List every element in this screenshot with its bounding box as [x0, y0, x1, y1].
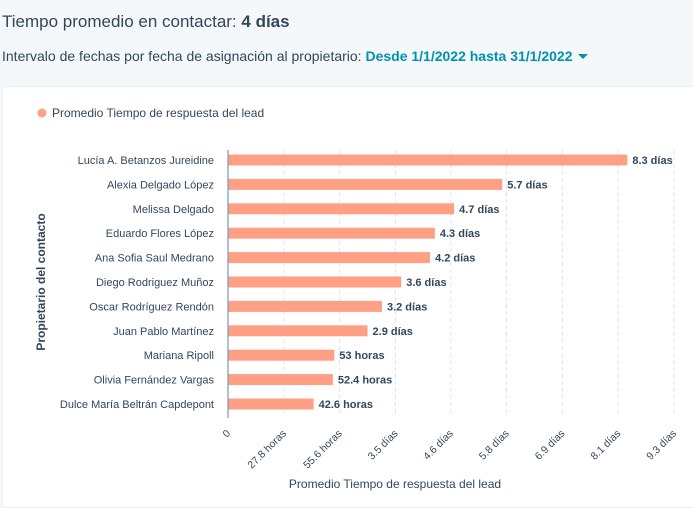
legend-label: Promedio Tiempo de respuesta del lead	[52, 106, 264, 120]
value-label: 52.4 horas	[338, 375, 392, 387]
x-tick-label: 6.9 días	[533, 428, 568, 463]
y-axis-title: Propietario del contacto	[34, 213, 48, 350]
date-range-label: Intervalo de fechas por fecha de asignac…	[2, 48, 366, 64]
value-label: 3.6 días	[406, 277, 446, 289]
bars	[228, 154, 628, 410]
bar[interactable]	[228, 203, 455, 215]
legend-marker	[37, 108, 47, 118]
value-label: 3.2 días	[387, 301, 427, 313]
category-label: Alexia Delgado López	[107, 179, 214, 191]
x-tick-label: 27.8 horas	[245, 428, 289, 472]
caret-down-icon	[577, 53, 588, 59]
category-label: Diego Rodriguez Muñoz	[96, 277, 214, 289]
date-range-dropdown[interactable]: Desde 1/1/2022 hasta 31/1/2022	[365, 48, 588, 64]
value-label: 53 horas	[339, 350, 384, 362]
category-label: Olivia Fernández Vargas	[94, 375, 215, 387]
category-label: Mariana Ripoll	[144, 350, 214, 362]
value-label: 2.9 días	[373, 326, 413, 338]
value-label: 4.3 días	[440, 228, 480, 240]
bar[interactable]	[228, 300, 382, 312]
category-label: Dulce María Beltrán Capdepont	[60, 399, 214, 411]
x-tick-label: 0	[221, 428, 234, 441]
x-tick-label: 9.3 días	[644, 428, 679, 463]
x-tick-label: 4.6 días	[421, 428, 456, 463]
category-label: Oscar Rodríguez Rendón	[89, 301, 214, 313]
value-label: 8.3 días	[632, 155, 672, 167]
category-labels: Lucía A. Betanzos Jureidine Alexia Delgad…	[60, 155, 215, 411]
x-tick-label: 8.1 días	[588, 428, 623, 463]
value-label: 4.2 días	[435, 253, 475, 265]
value-label: 4.7 días	[459, 204, 499, 216]
bar[interactable]	[228, 325, 368, 337]
x-tick-labels: 0 27.8 horas 55.6 horas 3.5 días 4.6 días 5.8…	[221, 428, 680, 472]
bar[interactable]	[228, 349, 335, 361]
summary-label: Tiempo promedio en contactar:	[2, 12, 242, 31]
value-labels: 8.3 días 5.7 días 4.7 días 4.3 días 4.2 días…	[319, 155, 673, 411]
date-range-row: Intervalo de fechas por fecha de asignac…	[2, 48, 588, 64]
x-tick-label: 5.8 días	[477, 428, 512, 463]
legend: Promedio Tiempo de respuesta del lead	[37, 106, 264, 120]
bar[interactable]	[228, 398, 314, 410]
x-tick-label: 55.6 horas	[301, 428, 345, 472]
bar[interactable]	[228, 252, 431, 264]
date-range-value: Desde 1/1/2022 hasta 31/1/2022	[365, 48, 573, 64]
category-label: Ana Sofia Saul Medrano	[95, 253, 214, 265]
bar[interactable]	[228, 276, 402, 288]
category-label: Eduardo Flores López	[106, 228, 214, 240]
bar[interactable]	[228, 154, 628, 166]
summary-value: 4 días	[241, 12, 290, 31]
bar[interactable]	[228, 178, 503, 190]
value-label: 42.6 horas	[319, 399, 373, 411]
x-axis-title: Promedio Tiempo de respuesta del lead	[289, 477, 501, 491]
value-label: 5.7 días	[507, 179, 547, 191]
bar[interactable]	[228, 227, 435, 239]
bar[interactable]	[228, 374, 333, 386]
category-label: Juan Pablo Martínez	[113, 326, 214, 338]
x-tick-label: 3.5 días	[366, 428, 401, 463]
category-label: Lucía A. Betanzos Jureidine	[78, 155, 214, 167]
summary-heading: Tiempo promedio en contactar: 4 días	[2, 12, 290, 32]
category-label: Melissa Delgado	[133, 204, 214, 216]
